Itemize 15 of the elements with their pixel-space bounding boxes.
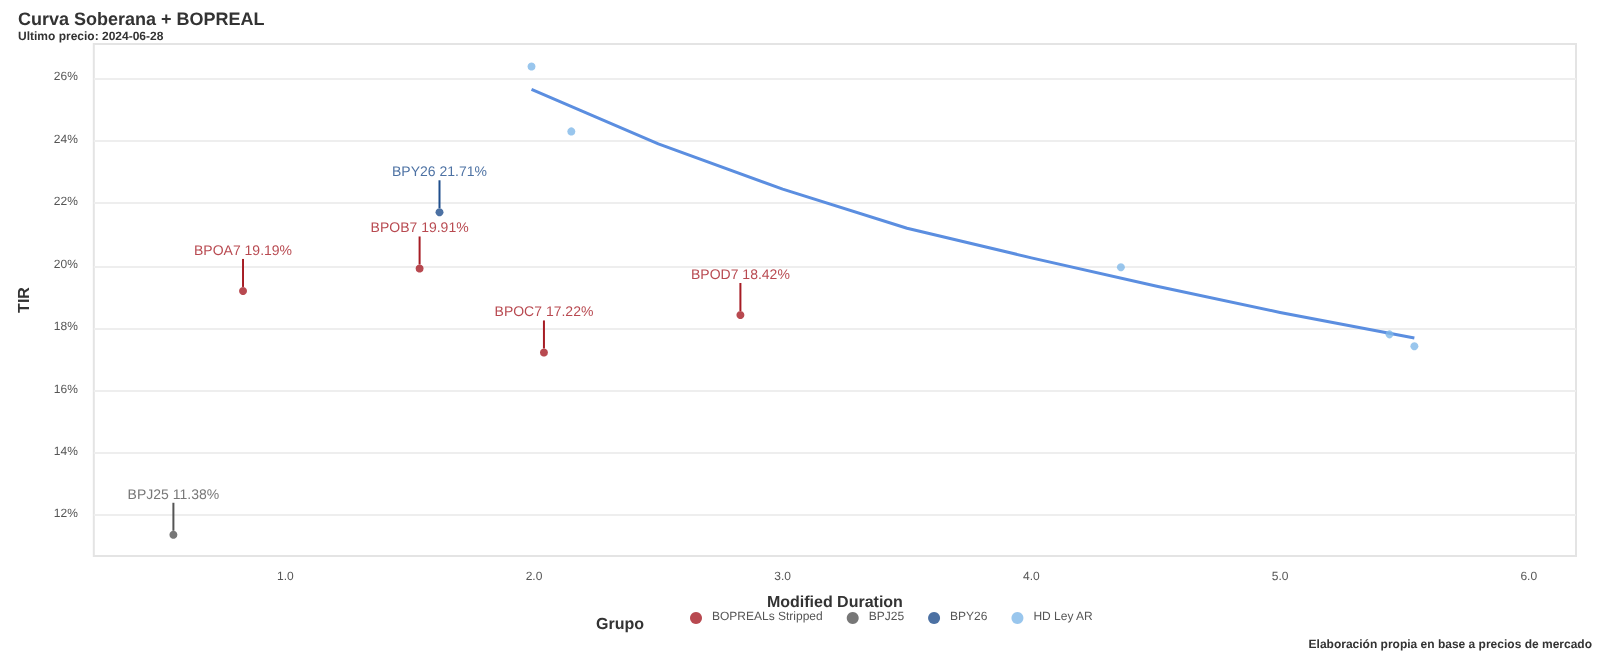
point — [736, 310, 745, 319]
point — [1410, 342, 1419, 351]
point — [539, 348, 548, 357]
point — [169, 530, 178, 539]
point — [1385, 330, 1394, 339]
point — [1116, 263, 1125, 272]
legend-title: Grupo — [596, 615, 645, 633]
chart-title: Curva Soberana + BOPREAL — [18, 9, 266, 29]
point — [239, 286, 248, 295]
x-axis-title: Modified Duration — [766, 592, 904, 611]
point — [567, 127, 576, 136]
point — [527, 62, 536, 71]
point — [415, 264, 424, 273]
point — [435, 208, 444, 217]
y-axis-title: TIR — [15, 286, 33, 313]
